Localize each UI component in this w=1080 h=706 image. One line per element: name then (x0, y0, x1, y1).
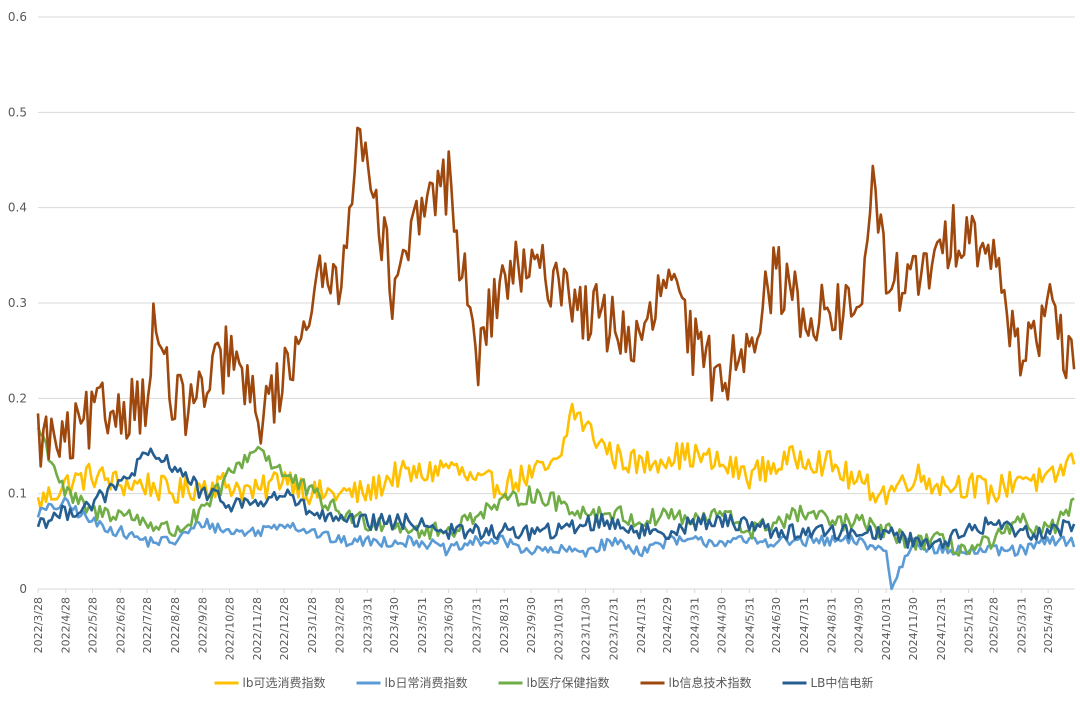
x-tick-label: 2023/1/28 (306, 597, 319, 653)
y-tick-label: 0.5 (8, 105, 27, 119)
series-line-5 (36, 447, 1076, 550)
x-tick-label: 2023/10/31 (553, 597, 566, 660)
x-tick-label: 2024/5/31 (743, 597, 756, 653)
x-tick-label: 2022/9/28 (197, 597, 210, 653)
x-tick-label: 2023/5/31 (416, 597, 429, 653)
series-line-2 (36, 496, 1076, 591)
y-tick-label: 0.3 (8, 296, 27, 310)
x-tick-label: 2024/7/31 (798, 597, 811, 653)
x-tick-label: 2022/7/28 (141, 597, 154, 653)
y-axis-ticks: 0 0.1 0.2 0.3 0.4 0.5 0.6 (8, 10, 27, 596)
x-tick-label: 2025/1/31 (963, 597, 976, 653)
series-lines (36, 126, 1076, 591)
x-tick-label: 2024/11/30 (907, 597, 920, 660)
x-tick-label: 2023/11/30 (580, 597, 593, 660)
legend: lb可选消费指数 lb日常消费指数 lb医疗保健指数 lb信息技术指数 LB中信电新 (214, 675, 874, 690)
x-tick-label: 2023/8/31 (498, 597, 511, 653)
x-tick-label: 2022/10/28 (223, 597, 236, 660)
x-tick-label: 2022/5/28 (87, 597, 100, 653)
x-tick-label: 2024/3/31 (689, 597, 702, 653)
x-tick-label: 2022/6/28 (114, 597, 127, 653)
x-tick-label: 2025/4/30 (1042, 597, 1055, 653)
x-tick-label: 2024/1/31 (635, 597, 648, 653)
legend-label: lb医疗保健指数 (527, 675, 610, 690)
x-tick-label: 2023/4/30 (388, 597, 401, 653)
x-tick-label: 2024/9/30 (852, 597, 865, 653)
legend-label: lb信息技术指数 (669, 675, 752, 690)
x-tick-label: 2025/3/31 (1015, 597, 1028, 653)
x-tick-label: 2025/2/28 (988, 597, 1001, 653)
x-tick-label: 2024/6/30 (770, 597, 783, 653)
y-tick-label: 0.1 (8, 487, 27, 501)
x-tick-label: 2022/12/28 (278, 597, 291, 660)
y-tick-label: 0.4 (8, 201, 27, 215)
x-tick-label: 2022/11/28 (251, 597, 264, 660)
x-tick-label: 2024/8/31 (826, 597, 839, 653)
y-tick-label: 0 (19, 582, 27, 596)
x-tick-label: 2024/4/30 (716, 597, 729, 653)
x-tick-label: 2022/4/28 (60, 597, 73, 653)
legend-label: lb可选消费指数 (243, 675, 326, 690)
legend-label: LB中信电新 (811, 675, 874, 690)
legend-label: lb日常消费指数 (385, 675, 468, 690)
y-tick-label: 0.2 (8, 391, 27, 405)
x-tick-label: 2023/6/30 (443, 597, 456, 653)
x-tick-label: 2024/12/31 (935, 597, 948, 660)
x-tick-label: 2023/2/28 (334, 597, 347, 653)
x-tick-label: 2023/12/31 (607, 597, 620, 660)
x-tick-label: 2023/3/31 (361, 597, 374, 653)
x-tick-label: 2022/3/28 (32, 597, 45, 653)
x-axis-ticks: 2022/3/28 2022/4/28 2022/5/28 2022/6/28 2022… (32, 589, 1055, 660)
x-tick-label: 2024/10/31 (880, 597, 893, 660)
x-tick-label: 2023/9/30 (525, 597, 538, 653)
x-tick-label: 2024/2/29 (661, 597, 674, 653)
x-tick-label: 2023/7/31 (470, 597, 483, 653)
y-tick-label: 0.6 (8, 10, 27, 24)
x-tick-label: 2022/8/28 (169, 597, 182, 653)
series-line-4 (36, 126, 1076, 468)
